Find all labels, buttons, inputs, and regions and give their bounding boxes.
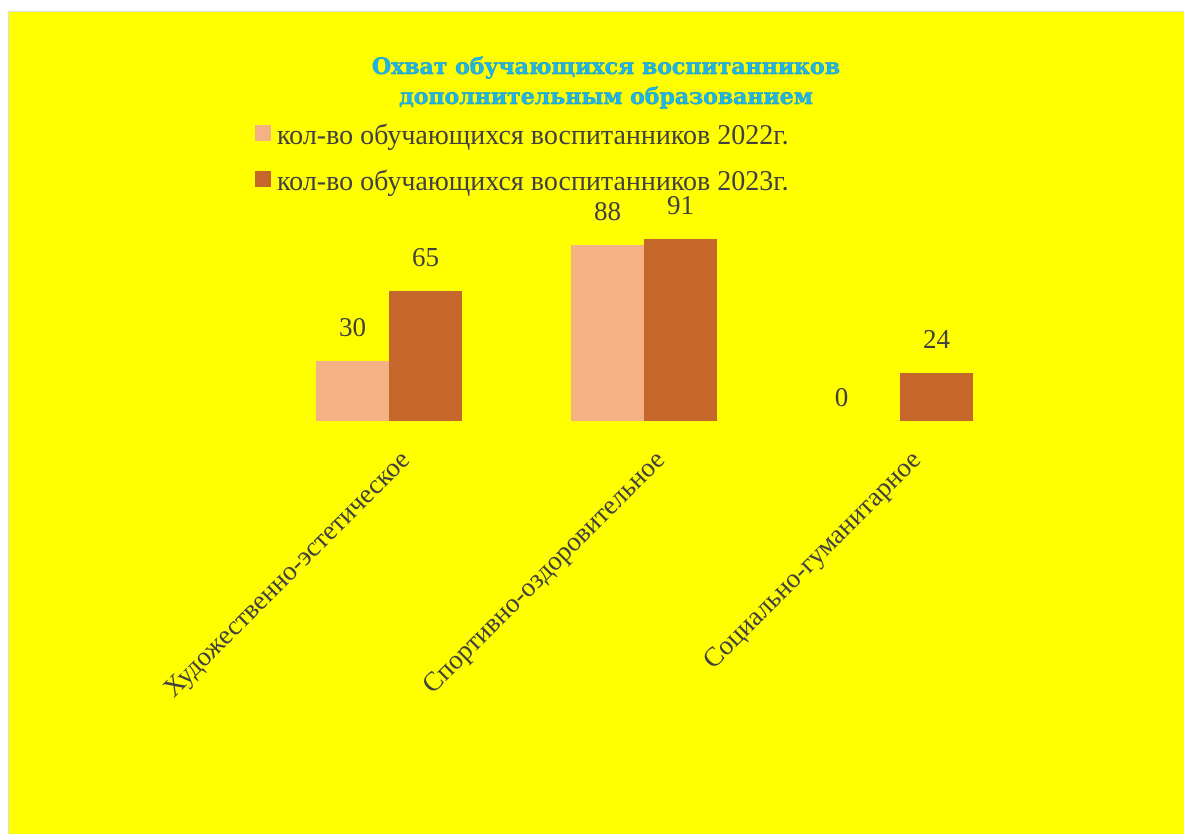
data-label-sport-2023: 91 (667, 190, 694, 220)
legend-label-2023: кол-во обучающихся воспитанников 2023г. (277, 166, 789, 197)
data-label-social-2022: 0 (835, 382, 849, 412)
legend-label-2022: кол-во обучающихся воспитанников 2022г. (277, 120, 789, 151)
category-label-social: Социально-гуманитарное (696, 444, 926, 674)
chart-title-line-2: дополнительным образованием (399, 84, 813, 110)
chart-area: Охват обучающихся воспитанников дополнит… (8, 11, 1184, 834)
bar-chart: Охват обучающихся воспитанников дополнит… (157, 54, 973, 703)
bar-art-2023 (389, 291, 462, 421)
bar-social-2023 (900, 373, 973, 421)
category-label-sport: Спортивно-оздоровительное (416, 444, 671, 699)
legend-swatch-2023 (255, 171, 271, 187)
data-label-social-2023: 24 (923, 324, 951, 354)
category-label-art: Художественно-эстетическое (157, 444, 416, 703)
bar-sport-2022 (571, 245, 644, 421)
legend: кол-во обучающихся воспитанников 2022г. … (255, 120, 789, 197)
legend-swatch-2022 (255, 125, 271, 141)
data-label-art-2022: 30 (339, 312, 366, 342)
bar-art-2022 (316, 361, 389, 421)
chart-title: Охват обучающихся воспитанников дополнит… (372, 54, 840, 110)
data-label-sport-2022: 88 (594, 196, 621, 226)
data-label-art-2023: 65 (412, 242, 439, 272)
bar-sport-2023 (644, 239, 717, 421)
plot-area: 30 65 Художественно-эстетическое 88 91 Спорти… (157, 190, 973, 703)
chart-title-line-1: Охват обучающихся воспитанников (372, 54, 840, 80)
